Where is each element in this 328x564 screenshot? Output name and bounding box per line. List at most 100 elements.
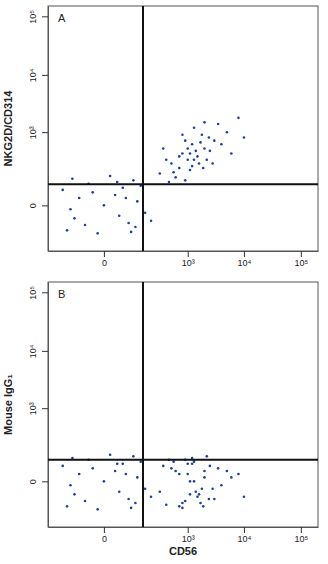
event-dot bbox=[193, 126, 196, 129]
event-dot bbox=[213, 139, 216, 142]
event-dot bbox=[201, 133, 204, 136]
event-dot bbox=[174, 470, 177, 473]
x-axis: 0 10³ 10⁴ 10⁵ bbox=[49, 251, 319, 268]
tick-label: 10⁵ bbox=[28, 286, 38, 300]
event-dot bbox=[172, 171, 175, 174]
tick: 10⁴ bbox=[237, 527, 251, 544]
tick: 10⁵ bbox=[294, 251, 308, 268]
event-dot bbox=[189, 169, 192, 172]
event-dot bbox=[193, 158, 196, 161]
event-dot bbox=[189, 493, 192, 496]
event-dot bbox=[165, 158, 168, 161]
event-dot bbox=[209, 465, 212, 468]
event-dot bbox=[103, 480, 106, 483]
event-dot bbox=[125, 473, 128, 476]
event-dot bbox=[162, 147, 165, 150]
tick-mark bbox=[42, 132, 48, 133]
tick: 10⁵ bbox=[28, 286, 48, 300]
event-dot bbox=[66, 229, 69, 232]
tick-mark bbox=[42, 75, 48, 76]
tick: 10⁴ bbox=[28, 68, 48, 82]
event-dot bbox=[91, 467, 94, 470]
event-dot bbox=[189, 152, 192, 155]
event-dot bbox=[73, 493, 76, 496]
event-dot bbox=[121, 186, 124, 189]
event-dot bbox=[109, 454, 112, 457]
tick-label: 10⁴ bbox=[237, 258, 251, 268]
tick-label: 10³ bbox=[28, 402, 38, 415]
event-dot bbox=[205, 158, 208, 161]
x-axis: 0 10³ 10⁴ 10⁵ bbox=[49, 527, 319, 544]
tick-label: 0 bbox=[102, 258, 107, 268]
event-dot bbox=[203, 476, 206, 479]
event-dot bbox=[136, 200, 139, 203]
tick-mark bbox=[42, 481, 48, 482]
event-dot bbox=[196, 495, 199, 498]
gate-line bbox=[48, 459, 318, 461]
event-dot bbox=[66, 505, 69, 508]
y-axis: 010³10⁴10⁵ bbox=[28, 283, 49, 528]
event-dot bbox=[181, 507, 184, 510]
tick-mark bbox=[244, 527, 245, 533]
event-dot bbox=[134, 226, 137, 229]
tick-label: 10⁴ bbox=[28, 68, 38, 82]
event-dot bbox=[243, 495, 246, 498]
event-dot bbox=[170, 162, 173, 165]
tick-mark bbox=[188, 251, 189, 257]
tick-label: 10⁵ bbox=[294, 534, 308, 544]
event-dot bbox=[178, 473, 181, 476]
event-dot bbox=[91, 191, 94, 194]
tick: 10³ bbox=[182, 251, 195, 268]
tick: 10³ bbox=[28, 402, 48, 415]
x-axis-title: CD56 bbox=[169, 545, 197, 557]
axis-line bbox=[49, 527, 319, 528]
event-dot bbox=[226, 131, 229, 134]
tick-label: 10³ bbox=[28, 126, 38, 139]
event-dot bbox=[78, 473, 81, 476]
event-dot bbox=[61, 465, 64, 468]
event-dot bbox=[196, 155, 199, 158]
tick: 0 bbox=[102, 251, 107, 268]
tick-label: 0 bbox=[28, 203, 38, 208]
event-dot bbox=[69, 484, 72, 487]
tick: 10⁵ bbox=[28, 10, 48, 24]
event-dot bbox=[243, 136, 246, 139]
event-dot bbox=[118, 214, 121, 217]
event-dot bbox=[181, 133, 184, 136]
event-dot bbox=[202, 167, 205, 170]
event-dot bbox=[84, 500, 87, 503]
gate-line bbox=[142, 282, 144, 527]
event-dot bbox=[217, 467, 220, 470]
tick-mark bbox=[244, 251, 245, 257]
event-dot bbox=[144, 211, 147, 214]
tick-label: 10⁵ bbox=[28, 10, 38, 24]
event-dot bbox=[181, 502, 184, 505]
event-dot bbox=[181, 152, 184, 155]
tick-label: 0 bbox=[102, 534, 107, 544]
event-dot bbox=[237, 473, 240, 476]
event-dot bbox=[134, 502, 137, 505]
event-dot bbox=[203, 121, 206, 124]
event-dot bbox=[125, 197, 128, 200]
event-dot bbox=[116, 181, 119, 184]
event-dot bbox=[217, 123, 220, 126]
event-dot bbox=[136, 476, 139, 479]
event-dot bbox=[198, 162, 201, 165]
plot-frame bbox=[48, 282, 318, 527]
event-dot bbox=[209, 150, 212, 153]
event-dot bbox=[184, 139, 187, 142]
tick-mark bbox=[42, 292, 48, 293]
event-dot bbox=[162, 465, 165, 468]
panel: 010³10⁴10⁵010³10⁴10⁵BMouse IgG₁CD56 bbox=[2, 282, 319, 557]
tick: 10⁵ bbox=[294, 527, 308, 544]
tick-mark bbox=[104, 527, 105, 533]
tick-label: 10³ bbox=[182, 534, 195, 544]
event-dot bbox=[71, 178, 74, 181]
event-dot bbox=[121, 462, 124, 465]
axis-line bbox=[48, 7, 49, 252]
event-dot bbox=[203, 470, 206, 473]
event-dot bbox=[130, 231, 133, 234]
event-dot bbox=[174, 176, 177, 179]
event-dot bbox=[213, 498, 216, 501]
event-dot bbox=[96, 508, 99, 511]
